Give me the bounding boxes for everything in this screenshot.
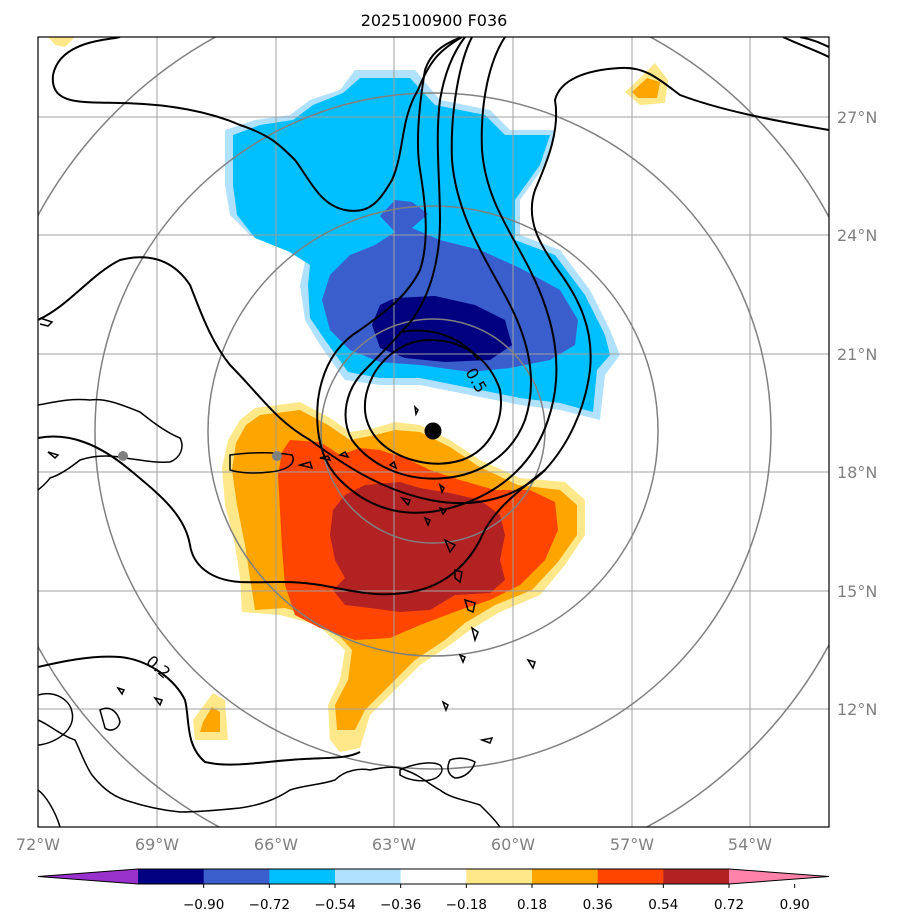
range-ring-2 [207,205,659,657]
coastlines [38,317,536,827]
colorbar-segment [269,869,336,884]
range-ring-3 [94,92,772,770]
colorbar-extend-min [38,869,138,884]
lon-tick: 63°W [372,835,416,854]
lat-tick: 24°N [837,226,877,245]
lat-tick: 21°N [837,345,877,364]
lat-tick: 27°N [837,108,877,127]
lon-tick: 69°W [135,835,179,854]
lat-tick: 18°N [837,463,877,482]
colorbar-outline [37,868,830,885]
lat-tick: 15°N [837,582,877,601]
storm-center-marker [424,422,442,440]
lon-tick: 72°W [16,835,60,854]
colorbar-tick-label: 0.18 [517,897,547,913]
map-area: 0.5 0.2 [38,37,829,827]
range-rings [38,37,829,827]
lon-tick-labels: 72°W 69°W 66°W 63°W 60°W 57°W 54°W [16,835,772,854]
lon-tick: 57°W [610,835,654,854]
colorbar-tick-label: 0.54 [648,897,678,913]
colorbar-segment [597,869,664,884]
colorbar-tick-label: −0.18 [446,897,487,913]
colorbar-tick-label: −0.36 [380,897,421,913]
colorbar-tick-label: 0.90 [780,897,810,913]
puerto-rico-coast [229,452,294,474]
contour-lines [38,37,829,766]
lat-grid [38,116,829,710]
city-marker-pr [272,451,282,461]
lon-tick: 54°W [728,835,772,854]
colorbar-tick-label: 0.72 [714,897,744,913]
colorbar-extend-max [729,869,829,884]
city-marker-west [118,451,128,461]
colorbar-tick-label: 0.36 [583,897,613,913]
colorbar-segment [203,869,270,884]
colorbar-segment [138,869,205,884]
colorbar: −0.90 −0.72 −0.54 −0.36 −0.18 0.18 0.36 0.54 0.7… [37,868,830,913]
range-ring-1 [320,318,546,544]
lat-tick-labels: 27°N 24°N 21°N 18°N 15°N 12°N [837,108,877,719]
colorbar-tick-label: −0.90 [183,897,224,913]
colorbar-segment [663,869,730,884]
hispaniola-coast [38,398,183,491]
colorbar-segment [335,869,402,884]
lon-tick: 66°W [254,835,298,854]
figure-title: 2025100900 F036 [361,11,508,30]
pos-anomaly-patch-ne-inner [632,78,660,98]
colorbar-segment [400,869,467,884]
lat-tick: 12°N [837,700,877,719]
colorbar-segment [532,869,599,884]
colorbar-tick-label: −0.72 [249,897,290,913]
lon-grid [156,37,751,827]
pos-anomaly-patch-sw-inner [200,707,220,732]
lon-tick: 60°W [491,835,535,854]
colorbar-tick-label: −0.54 [314,897,355,913]
pos-anomaly-patch-nw [48,37,75,47]
map-frame [37,36,830,828]
colorbar-segment [466,869,533,884]
